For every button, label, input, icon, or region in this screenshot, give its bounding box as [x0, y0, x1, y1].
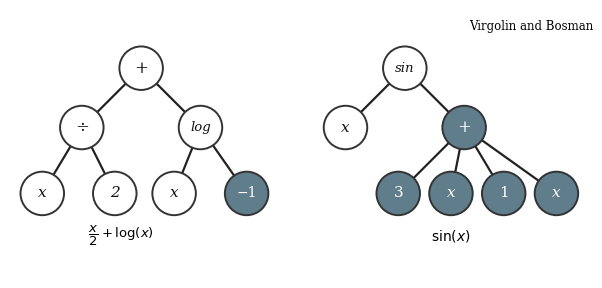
- Text: +: +: [457, 119, 471, 136]
- Text: x: x: [38, 186, 46, 200]
- Text: log: log: [190, 121, 211, 134]
- Text: −1: −1: [237, 186, 257, 200]
- Circle shape: [152, 172, 196, 215]
- Text: sin: sin: [395, 62, 415, 75]
- Text: x: x: [552, 186, 560, 200]
- Circle shape: [119, 46, 163, 90]
- Text: Virgolin and Bosman: Virgolin and Bosman: [469, 20, 593, 33]
- Circle shape: [535, 172, 578, 215]
- Circle shape: [482, 172, 526, 215]
- Text: +: +: [134, 60, 148, 77]
- Circle shape: [442, 106, 486, 149]
- Text: ÷: ÷: [75, 119, 88, 136]
- Text: $\dfrac{x}{2} + \log(x)$: $\dfrac{x}{2} + \log(x)$: [88, 224, 154, 248]
- Circle shape: [93, 172, 137, 215]
- Text: x: x: [447, 186, 455, 200]
- Circle shape: [60, 106, 104, 149]
- Text: x: x: [341, 120, 350, 134]
- Circle shape: [20, 172, 64, 215]
- Circle shape: [383, 46, 427, 90]
- Text: 2: 2: [110, 186, 120, 200]
- Text: $\sin(x)$: $\sin(x)$: [431, 228, 471, 244]
- Circle shape: [179, 106, 222, 149]
- Circle shape: [324, 106, 367, 149]
- Text: x: x: [170, 186, 178, 200]
- Circle shape: [376, 172, 420, 215]
- Circle shape: [429, 172, 473, 215]
- Circle shape: [225, 172, 268, 215]
- Text: 3: 3: [394, 186, 403, 200]
- Text: 1: 1: [499, 186, 509, 200]
